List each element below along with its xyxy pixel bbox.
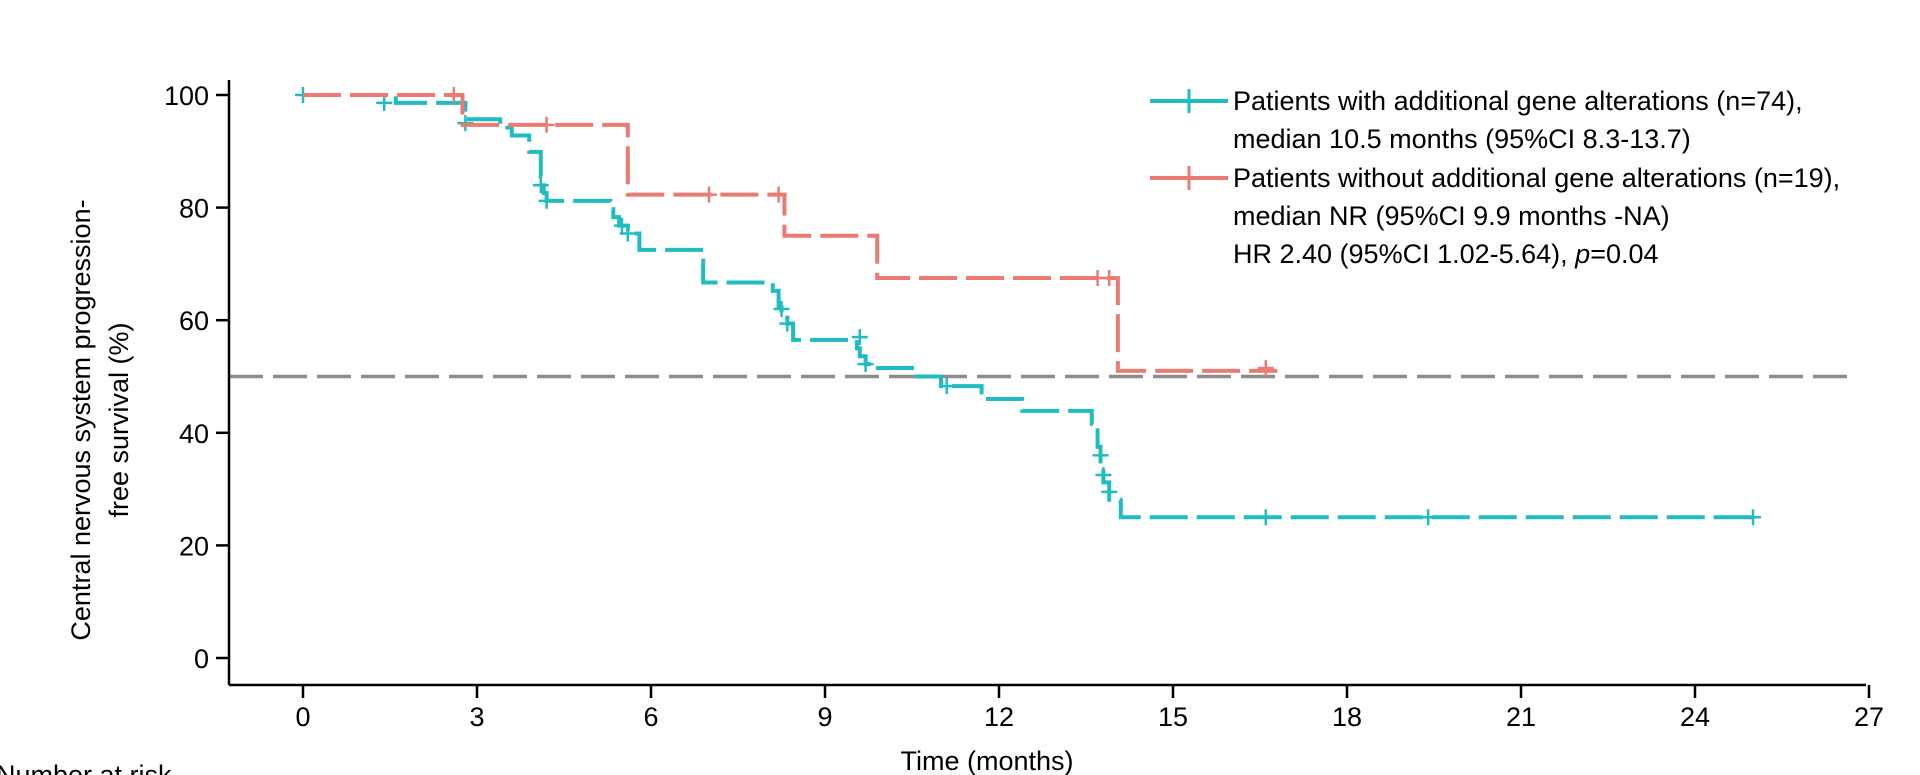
- hazard-ratio-annotation: HR 2.40 (95%CI 1.02-5.64), p=0.04: [1233, 239, 1659, 269]
- x-tick-label: 15: [1158, 702, 1188, 732]
- y-axis-title-line-1: Central nervous system progression-: [66, 199, 96, 640]
- y-tick-label: 0: [194, 644, 209, 674]
- hr-prefix: HR 2.40 (95%CI 1.02-5.64),: [1233, 239, 1575, 269]
- hr-p-italic: p: [1574, 239, 1590, 269]
- x-tick-label: 27: [1854, 702, 1884, 732]
- series-layer: [295, 87, 1761, 526]
- km-curve-without: [303, 93, 1278, 373]
- km-curve-with: [303, 93, 1753, 520]
- x-tick-label: 3: [469, 702, 484, 732]
- legend: Patients with additional gene alteration…: [1150, 86, 1840, 269]
- y-axis-title-line-2: free survival (%): [104, 322, 134, 517]
- x-tick-label: 12: [984, 702, 1014, 732]
- x-tick-label: 21: [1506, 702, 1536, 732]
- y-axis-title: Central nervous system progression- free…: [66, 199, 134, 640]
- x-tick-label: 0: [295, 702, 310, 732]
- x-tick-label: 6: [643, 702, 658, 732]
- y-tick-label: 40: [179, 419, 209, 449]
- number-at-risk-title: Number at risk: [0, 760, 172, 775]
- legend-without-line-1: Patients without additional gene alterat…: [1233, 163, 1840, 193]
- axis-layer: 0 20 40 60 80 100 0 3 6 9 12 15 18 21 24 27: [164, 80, 1884, 732]
- y-tick-label: 80: [179, 194, 209, 224]
- y-tick-label: 20: [179, 531, 209, 561]
- legend-without-line-2: median NR (95%CI 9.9 months -NA): [1233, 201, 1670, 231]
- x-axis-title: Time (months): [900, 746, 1073, 775]
- legend-with-line-1: Patients with additional gene alteration…: [1233, 86, 1803, 116]
- y-tick-label: 100: [164, 81, 209, 111]
- x-tick-label: 9: [817, 702, 832, 732]
- x-tick-label: 18: [1332, 702, 1362, 732]
- legend-with-line-2: median 10.5 months (95%CI 8.3-13.7): [1233, 124, 1691, 154]
- y-tick-label: 60: [179, 306, 209, 336]
- x-tick-label: 24: [1680, 702, 1710, 732]
- hr-suffix: =0.04: [1590, 239, 1658, 269]
